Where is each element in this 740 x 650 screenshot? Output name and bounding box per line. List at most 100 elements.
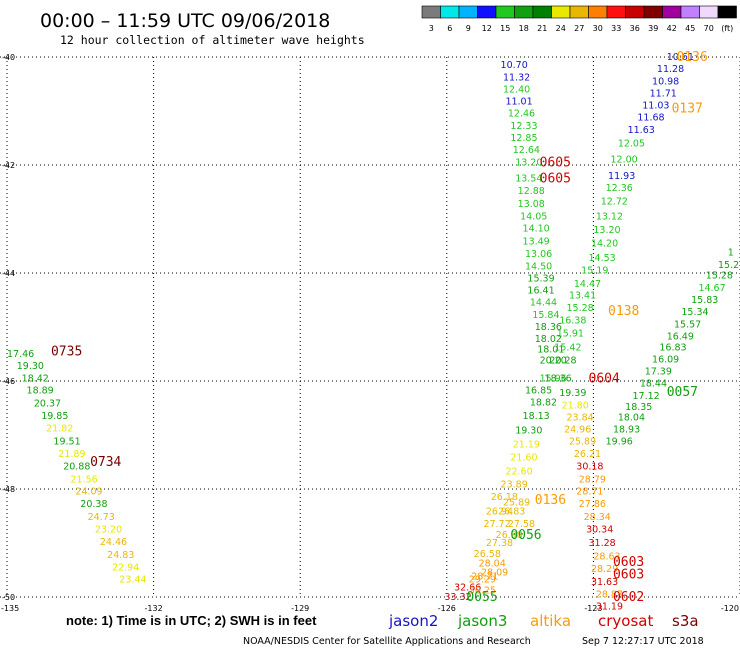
wave-height-value: 28.79 — [579, 474, 606, 485]
wave-height-value: 12.88 — [518, 186, 545, 197]
y-tick-label: -44 — [2, 269, 15, 278]
color-swatch — [699, 5, 719, 19]
wave-height-value: 23.44 — [119, 575, 146, 586]
wave-height-value: 21.82 — [46, 424, 73, 435]
wave-height-value: 30.25 — [469, 586, 496, 597]
wave-height-value: 26.83 — [498, 507, 525, 518]
wave-height-value: 12.00 — [611, 155, 638, 166]
color-swatch — [588, 5, 608, 19]
wave-height-value: 23.84 — [567, 413, 594, 424]
wave-height-value: 19.30 — [17, 361, 44, 372]
wave-height-value: 18.82 — [530, 398, 557, 409]
wave-height-value: 1 — [728, 247, 734, 258]
color-scale-label: 24 — [556, 24, 566, 33]
wave-height-value: 15.28 — [706, 271, 733, 282]
color-swatch — [421, 5, 441, 19]
color-swatch — [717, 5, 737, 19]
wave-height-value: 15.28 — [567, 303, 594, 314]
y-tick-label: -42 — [2, 161, 15, 170]
wave-height-value: 10.61 — [667, 52, 694, 63]
satellite-legend-cryosat: cryosat — [598, 612, 653, 630]
pass-time-label: 0057 — [667, 385, 698, 400]
wave-height-value: 18.42 — [22, 373, 49, 384]
wave-height-value: 13.49 — [523, 237, 550, 248]
color-scale-label: (ft) — [721, 24, 733, 33]
wave-height-value: 12.33 — [510, 121, 537, 132]
wave-height-value: 23.89 — [501, 480, 528, 491]
color-swatch — [551, 5, 571, 19]
wave-height-value: 16.38 — [559, 316, 586, 327]
wave-height-value: 11.63 — [628, 125, 655, 136]
wave-height-value: 26.58 — [474, 549, 501, 560]
wave-height-value: 13.41 — [569, 291, 596, 302]
x-tick-label: -135 — [1, 604, 19, 613]
wave-height-value: 15.57 — [674, 319, 701, 330]
pass-time-label: 0735 — [51, 344, 82, 359]
wave-height-value: 18.04 — [618, 413, 645, 424]
wave-height-value: 27.86 — [579, 499, 606, 510]
wave-height-value: 11.01 — [505, 96, 532, 107]
color-swatch — [662, 5, 682, 19]
wave-height-value: 16.85 — [525, 386, 552, 397]
wave-height-value: 14.05 — [520, 211, 547, 222]
wave-height-value: 16.41 — [527, 285, 554, 296]
wave-height-value: 19.85 — [41, 411, 68, 422]
footer-credit: NOAA/NESDIS Center for Satellite Applica… — [243, 636, 531, 647]
pass-time-label: 0604 — [589, 371, 620, 386]
wave-height-value: 21.80 — [562, 400, 589, 411]
color-scale-label: 42 — [667, 24, 677, 33]
y-tick-label: -40 — [2, 53, 15, 62]
wave-height-value: 11.03 — [642, 101, 669, 112]
wave-height-value: 16.83 — [659, 343, 686, 354]
color-swatch — [643, 5, 663, 19]
color-scale-label: 45 — [685, 24, 695, 33]
footer-timestamp: Sep 7 12:27:17 UTC 2018 — [582, 636, 704, 647]
pass-time-label: 0137 — [672, 101, 703, 116]
color-swatch — [440, 5, 460, 19]
wave-height-value: 28.09 — [481, 568, 508, 579]
chart-subtitle: 12 hour collection of altimeter wave hei… — [60, 33, 365, 47]
wave-height-value: 26.98 — [496, 530, 523, 541]
wave-height-value: 24.96 — [564, 425, 591, 436]
wave-height-value: 10.70 — [501, 60, 528, 71]
wave-height-value: 16.09 — [652, 354, 679, 365]
satellite-legend: jason2 jason3 altika cryosat s3a — [388, 612, 699, 630]
wave-height-value: 10.98 — [652, 76, 679, 87]
wave-height-value: 14.67 — [698, 283, 725, 294]
chart-title: 00:00 – 11:59 UTC 09/06/2018 — [40, 10, 330, 32]
wave-height-value: 24.83 — [107, 550, 134, 561]
wave-height-value: 14.10 — [523, 224, 550, 235]
pass-time-label: 0138 — [608, 304, 639, 319]
color-scale-label: 6 — [447, 24, 452, 33]
wave-height-value: 15.91 — [557, 328, 584, 339]
wave-height-value: 28.29 — [591, 564, 618, 575]
y-tick-label: -46 — [2, 377, 15, 386]
wave-height-value: 28.87 — [596, 589, 623, 600]
wave-height-value: 17.12 — [632, 391, 659, 402]
wave-height-value: 31.28 — [589, 538, 616, 549]
color-scale-label: 27 — [574, 24, 584, 33]
wave-height-value: 13.06 — [525, 249, 552, 260]
color-scale-label: 30 — [593, 24, 603, 33]
pass-time-label: 0602 — [613, 590, 644, 605]
wave-height-value: 18.93 — [613, 425, 640, 436]
wave-height-value: 32.66 — [454, 582, 481, 593]
color-swatch — [606, 5, 626, 19]
wave-height-value: 21.56 — [71, 474, 98, 485]
color-swatch — [680, 5, 700, 19]
wave-height-value: 28.34 — [584, 512, 611, 523]
wave-height-value: 31.19 — [596, 602, 623, 613]
wave-height-value: 20.38 — [80, 499, 107, 510]
wave-height-value: 21.19 — [513, 440, 540, 451]
wave-height-value: 18.89 — [27, 386, 54, 397]
color-scale-label: 3 — [429, 24, 434, 33]
wave-height-value: 11.93 — [608, 171, 635, 182]
wave-height-value: 18.35 — [625, 402, 652, 413]
wave-height-value: 29.29 — [469, 575, 496, 586]
wave-height-value: 14.44 — [530, 298, 557, 309]
wave-height-value: 28.63 — [593, 552, 620, 563]
map-grid — [0, 56, 740, 598]
pass-time-label: 0055 — [466, 590, 497, 605]
wave-height-value: 20.88 — [63, 461, 90, 472]
wave-height-value: 20.28 — [549, 355, 576, 366]
